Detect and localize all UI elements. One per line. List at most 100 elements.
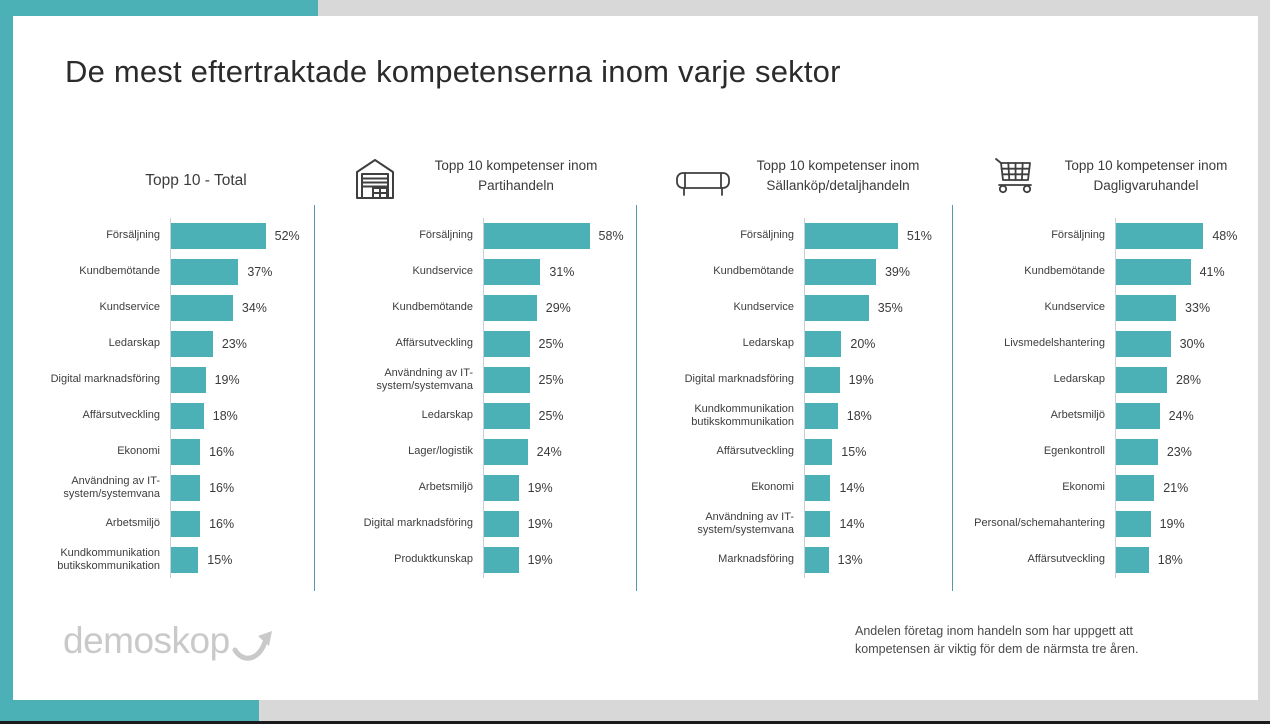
bar-value-label: 18%	[846, 409, 872, 423]
bar	[805, 223, 898, 249]
bar-value-label: 35%	[877, 301, 903, 315]
bar-value-label: 58%	[598, 229, 624, 243]
bar-value-label: 25%	[538, 373, 564, 387]
bar-row: Affärsutveckling 18%	[37, 398, 303, 434]
bar	[1116, 223, 1204, 249]
category-label: Ledarskap	[1053, 373, 1105, 386]
chart-header-dagligvaruhandel: Topp 10 kompetenser inom Dagligvaruhande…	[967, 134, 1247, 218]
bar	[805, 547, 829, 573]
bar-row: Användning av IT-system/systemvana 16%	[37, 470, 303, 506]
bar-row: Användning av IT-system/systemvana 25%	[329, 362, 625, 398]
bar	[171, 403, 204, 429]
category-label: Digital marknadsföring	[363, 517, 473, 530]
bar-row: Affärsutveckling 25%	[329, 326, 625, 362]
bar-value-label: 41%	[1199, 265, 1225, 279]
bar-track: 19%	[804, 362, 947, 398]
bar-track: 19%	[170, 362, 303, 398]
bar-value-label: 31%	[549, 265, 575, 279]
category-label: Kundservice	[1044, 301, 1105, 314]
bar-chart-sallankop: Försäljning 51% Kundbemötande 39% Kundservic…	[651, 218, 947, 578]
bar-value-label: 23%	[221, 337, 247, 351]
chart-title-sallankop: Topp 10 kompetenser inom Sällanköp/detal…	[756, 158, 920, 193]
bar	[1116, 331, 1171, 357]
chart-column-sallankop: Topp 10 kompetenser inom Sällanköp/detal…	[651, 134, 947, 578]
bar-row: Affärsutveckling 18%	[967, 542, 1247, 578]
bar-row: Ledarskap 28%	[967, 362, 1247, 398]
bar-track: 18%	[804, 398, 947, 434]
slide-bottom-accent-bar	[0, 700, 259, 721]
curved-arrow-icon	[232, 622, 274, 673]
category-label: Arbetsmiljö	[418, 481, 473, 494]
bar	[484, 475, 519, 501]
chart-header-sallankop: Topp 10 kompetenser inom Sällanköp/detal…	[651, 134, 947, 218]
bar-track: 41%	[1115, 254, 1247, 290]
bar	[171, 367, 206, 393]
bar-row: Arbetsmiljö 19%	[329, 470, 625, 506]
shopping-cart-icon	[991, 154, 1035, 201]
bar-track: 21%	[1115, 470, 1247, 506]
category-label: Affärsutveckling	[1027, 553, 1105, 566]
category-label: Kundbemötande	[392, 301, 473, 314]
bar	[171, 331, 213, 357]
bar-row: Kundbemötande 41%	[967, 254, 1247, 290]
column-separator-line	[952, 205, 953, 591]
bar-row: Kundservice 31%	[329, 254, 625, 290]
bar-track: 19%	[483, 506, 625, 542]
bar-value-label: 48%	[1212, 229, 1238, 243]
bar-value-label: 34%	[241, 301, 267, 315]
bar-value-label: 19%	[527, 553, 553, 567]
bar-row: Försäljning 48%	[967, 218, 1247, 254]
bar-value-label: 18%	[212, 409, 238, 423]
column-separator-line	[314, 205, 315, 591]
category-label: Kundservice	[733, 301, 794, 314]
category-label: Lager/logistik	[408, 445, 473, 458]
bar-row: Marknadsföring 13%	[651, 542, 947, 578]
bar-row: Livsmedelshantering 30%	[967, 326, 1247, 362]
bar-track: 23%	[1115, 434, 1247, 470]
bar-row: Kundkommunikation butikskommunikation 18%	[651, 398, 947, 434]
bar-value-label: 19%	[527, 481, 553, 495]
bar	[484, 367, 530, 393]
bar-track: 29%	[483, 290, 625, 326]
category-label: Produktkunskap	[394, 553, 473, 566]
bar-row: Egenkontroll 23%	[967, 434, 1247, 470]
bar-row: Affärsutveckling 15%	[651, 434, 947, 470]
bar-value-label: 30%	[1179, 337, 1205, 351]
bar	[171, 511, 201, 537]
bar-row: Digital marknadsföring 19%	[329, 506, 625, 542]
bar-value-label: 29%	[545, 301, 571, 315]
bar-row: Ledarskap 25%	[329, 398, 625, 434]
bar-value-label: 25%	[538, 337, 564, 351]
bar-track: 18%	[1115, 542, 1247, 578]
bar-track: 19%	[483, 542, 625, 578]
bar-value-label: 23%	[1166, 445, 1192, 459]
bar	[484, 259, 541, 285]
bar-value-label: 19%	[527, 517, 553, 531]
bar-track: 13%	[804, 542, 947, 578]
bar-row: Lager/logistik 24%	[329, 434, 625, 470]
bar-track: 14%	[804, 506, 947, 542]
bar	[171, 295, 233, 321]
bar-value-label: 21%	[1163, 481, 1189, 495]
bar-track: 19%	[483, 470, 625, 506]
category-label: Försäljning	[419, 229, 473, 242]
slide-canvas: De mest eftertraktade kompetenserna inom…	[13, 16, 1258, 700]
bar-track: 20%	[804, 326, 947, 362]
bar	[171, 547, 199, 573]
chart-column-dagligvaruhandel: Topp 10 kompetenser inom Dagligvaruhande…	[967, 134, 1247, 578]
chart-header-total: Topp 10 - Total	[37, 134, 303, 218]
category-label: Kundbemötande	[79, 265, 160, 278]
bar	[1116, 295, 1177, 321]
bar-row: Kundservice 35%	[651, 290, 947, 326]
bar-value-label: 33%	[1185, 301, 1211, 315]
bar-track: 16%	[170, 470, 303, 506]
category-label: Kundservice	[412, 265, 473, 278]
bar-row: Arbetsmiljö 16%	[37, 506, 303, 542]
bar	[1116, 259, 1191, 285]
bar-row: Ledarskap 23%	[37, 326, 303, 362]
bar-chart-total: Försäljning 52% Kundbemötande 37% Kundservic…	[37, 218, 303, 578]
bar-row: Användning av IT-system/systemvana 14%	[651, 506, 947, 542]
category-label: Användning av IT-system/systemvana	[63, 474, 160, 500]
category-label: Användning av IT-system/systemvana	[376, 366, 473, 392]
demoskop-logo: demoskop	[63, 620, 274, 673]
